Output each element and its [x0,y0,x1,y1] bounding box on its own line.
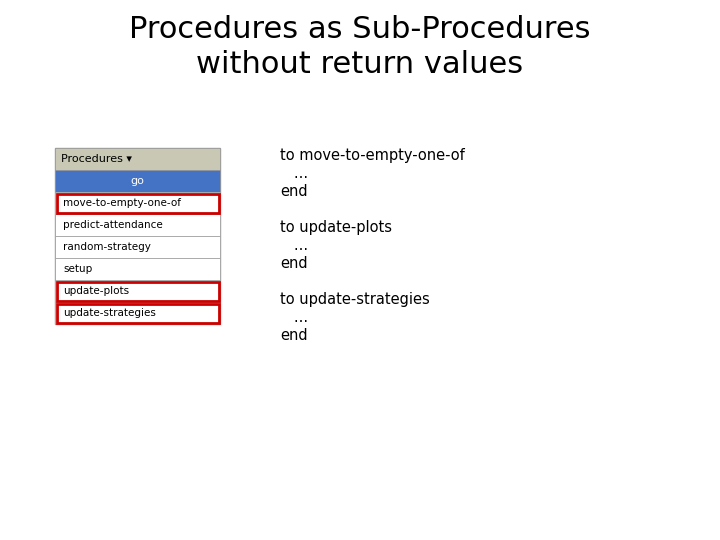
FancyBboxPatch shape [55,214,220,236]
FancyBboxPatch shape [55,192,220,214]
Text: update-strategies: update-strategies [63,308,156,318]
Text: end: end [280,184,307,199]
FancyBboxPatch shape [55,148,220,170]
Text: to update-plots: to update-plots [280,220,392,235]
Text: setup: setup [63,264,92,274]
FancyBboxPatch shape [55,302,220,324]
FancyBboxPatch shape [55,170,220,192]
FancyBboxPatch shape [55,148,220,324]
Text: random-strategy: random-strategy [63,242,151,252]
Text: go: go [130,176,145,186]
Text: end: end [280,328,307,343]
Text: to move-to-empty-one-of: to move-to-empty-one-of [280,148,464,163]
Text: move-to-empty-one-of: move-to-empty-one-of [63,198,181,208]
FancyBboxPatch shape [55,258,220,280]
Text: ...: ... [280,238,308,253]
Text: ...: ... [280,310,308,325]
Text: Procedures as Sub-Procedures
without return values: Procedures as Sub-Procedures without ret… [130,15,590,79]
FancyBboxPatch shape [55,280,220,302]
Text: end: end [280,256,307,271]
Text: Procedures ▾: Procedures ▾ [61,154,132,164]
Text: predict-attendance: predict-attendance [63,220,163,230]
FancyBboxPatch shape [55,236,220,258]
Text: to update-strategies: to update-strategies [280,292,430,307]
Text: update-plots: update-plots [63,286,129,296]
Text: ...: ... [280,166,308,181]
